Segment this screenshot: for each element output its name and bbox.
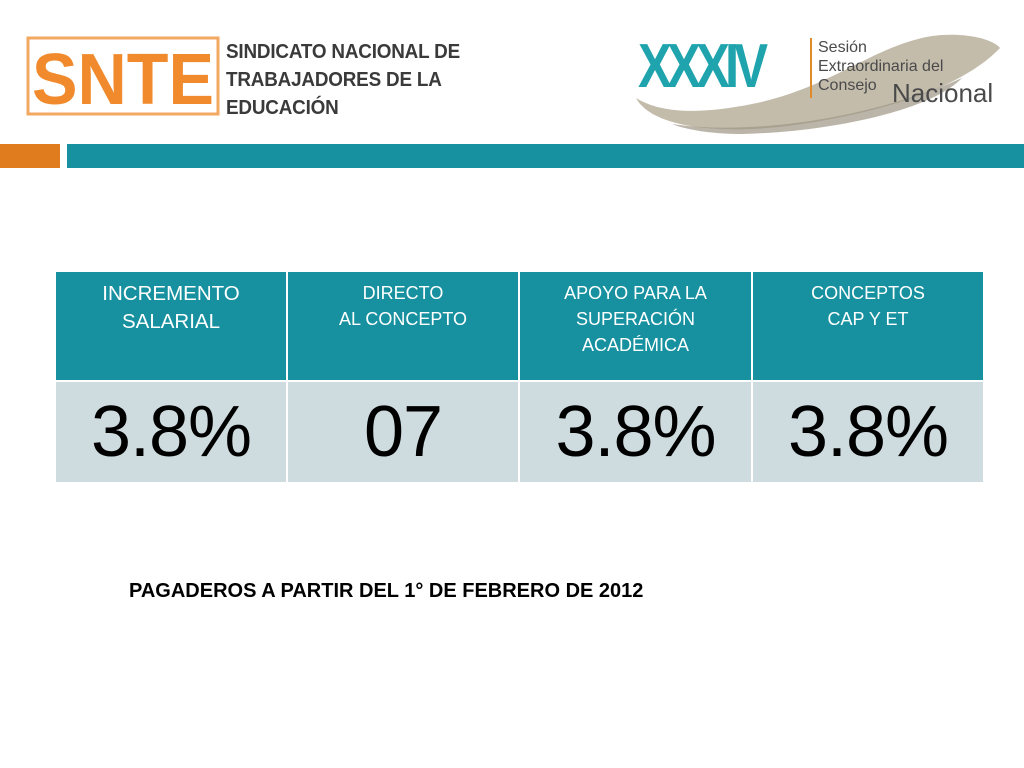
session-line-4: Nacional: [892, 78, 994, 108]
snte-name-line-3: EDUCACIÓN: [226, 96, 339, 119]
session-line-3: Consejo: [818, 77, 877, 94]
payment-footnote: PAGADEROS A PARTIR DEL 1° DE FEBRERO DE …: [129, 580, 644, 602]
snte-name-line-1: SINDICATO NACIONAL DE: [226, 40, 460, 63]
header-bar-orange: [0, 144, 60, 168]
snte-logo-mark: SNTE: [26, 36, 220, 116]
header-line: SUPERACIÓN: [575, 309, 696, 329]
header-line: INCREMENTO: [102, 282, 240, 305]
value-directo-al-concepto: 07: [286, 380, 520, 484]
snte-name: SINDICATO NACIONAL DE TRABAJADORES DE LA…: [226, 38, 474, 122]
header-line: APOYO PARA LA: [564, 283, 707, 303]
session-line-1: Sesión: [818, 39, 867, 56]
header-line: SALARIAL: [122, 310, 220, 333]
session-logo: XXXIV Sesión Extraordinaria del Consejo …: [632, 28, 1012, 136]
header-incremento-salarial: INCREMENTO SALARIAL: [54, 270, 288, 382]
value-conceptos-cap-y-et: 3.8%: [751, 380, 985, 484]
header-line: DIRECTO: [362, 283, 444, 303]
header-line: CONCEPTOS: [811, 283, 925, 303]
session-logo-divider: [810, 38, 812, 98]
header-line: AL CONCEPTO: [338, 309, 468, 329]
value-apoyo-superacion-academica: 3.8%: [518, 380, 753, 484]
header-apoyo-superacion-academica: APOYO PARA LA SUPERACIÓN ACADÉMICA: [518, 270, 753, 382]
session-logo-swoosh: [636, 34, 1000, 134]
table-row: 3.8% 07 3.8% 3.8%: [54, 380, 985, 484]
snte-name-line-2: TRABAJADORES DE LA: [226, 68, 442, 91]
header-directo-al-concepto: DIRECTO AL CONCEPTO: [286, 270, 520, 382]
session-logo-text: Sesión Extraordinaria del Consejo Nacion…: [818, 38, 993, 108]
value-incremento-salarial: 3.8%: [54, 380, 288, 484]
snte-logo: SNTE SINDICATO NACIONAL DE TRABAJADORES …: [26, 30, 496, 125]
session-line-2: Extraordinaria del: [818, 58, 944, 75]
table-header-row: INCREMENTO SALARIAL DIRECTO AL CONCEPTO …: [54, 270, 985, 382]
header-conceptos-cap-y-et: CONCEPTOS CAP Y ET: [751, 270, 985, 382]
header-bar-teal: [67, 144, 1024, 168]
rate-table: INCREMENTO SALARIAL DIRECTO AL CONCEPTO …: [54, 270, 985, 484]
session-numeral: XXXIV: [638, 32, 768, 101]
header-line: CAP Y ET: [827, 309, 909, 329]
snte-mark-text: SNTE: [32, 40, 214, 116]
header-line: ACADÉMICA: [581, 335, 689, 355]
